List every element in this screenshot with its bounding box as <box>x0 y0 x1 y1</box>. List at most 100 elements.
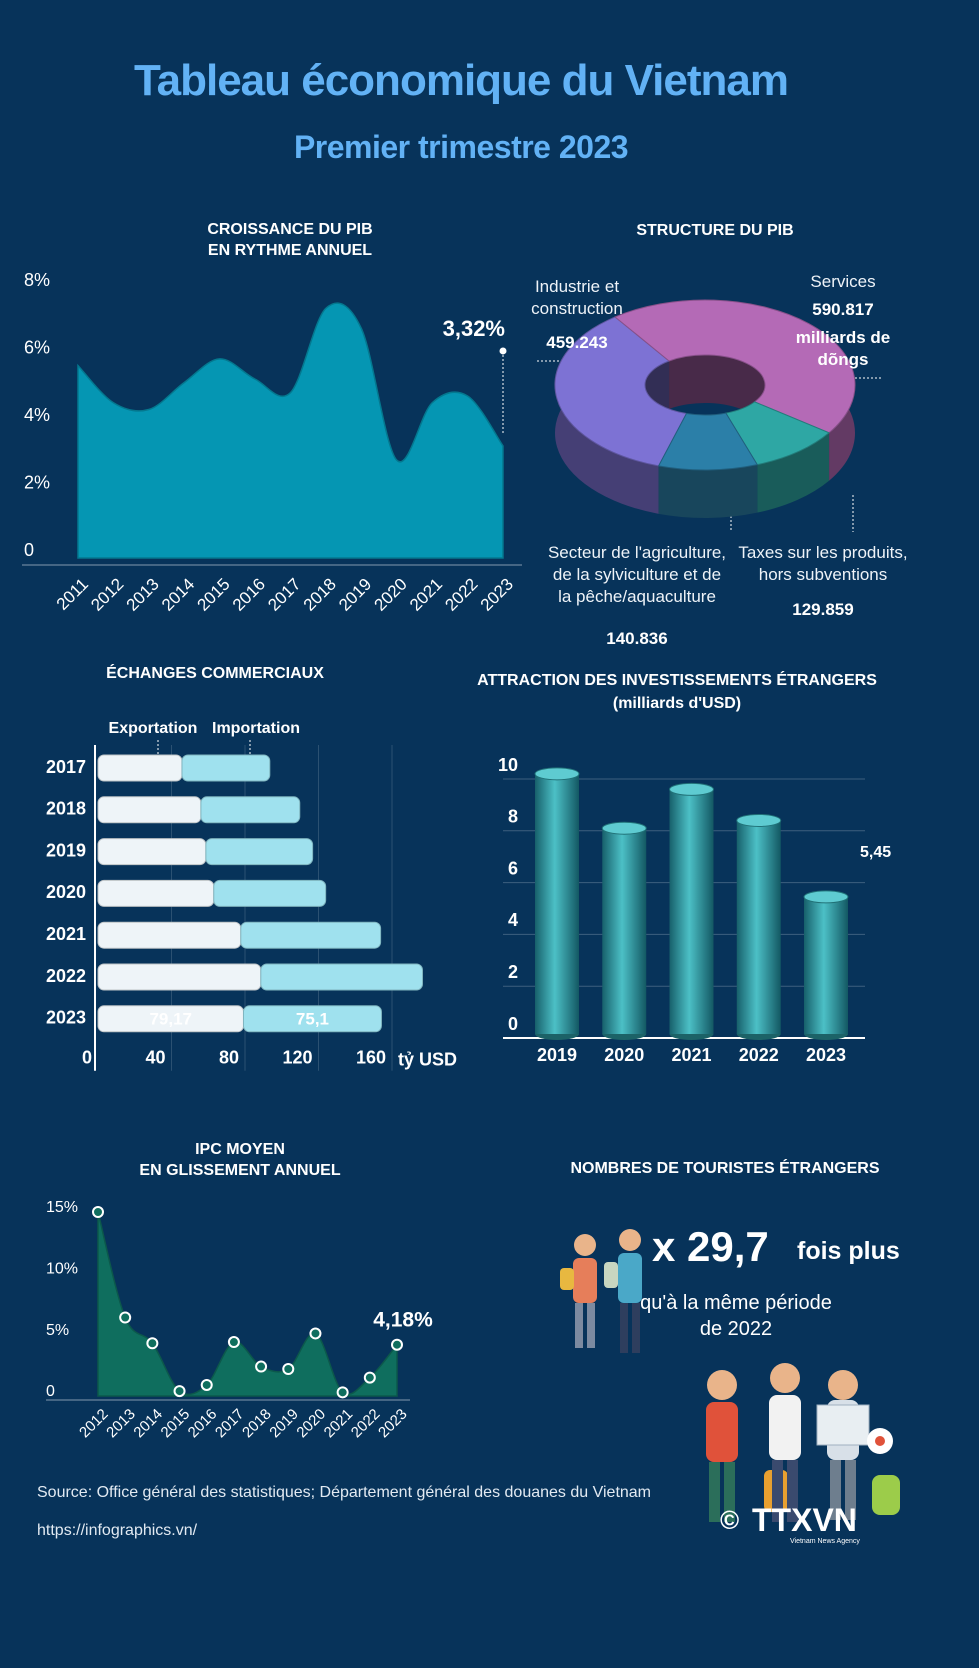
tourism-comparison: qu'à la même période de 2022 <box>640 1292 832 1340</box>
y-tick-label: 2023 <box>46 1008 86 1028</box>
point <box>282 1363 295 1376</box>
y-tick-label: 10% <box>46 1261 78 1278</box>
chart-title: IPC MOYEN EN GLISSEMENT ANNUEL <box>139 1141 341 1179</box>
tourism-multiplier: x 29,7 <box>652 1223 769 1270</box>
y-tick-label: 10 <box>498 755 518 775</box>
logo-tagline: Vietnam News Agency <box>790 1538 860 1545</box>
y-tick-label: 0 <box>24 540 34 560</box>
bar-top <box>803 890 849 904</box>
y-tick-label: 2 <box>508 962 518 982</box>
point <box>92 1206 104 1218</box>
y-tick-label: 0 <box>46 1383 55 1400</box>
segment-value: 129.859 <box>792 600 854 619</box>
x-tick-label: 2021 <box>321 1406 357 1442</box>
x-tick-label: 2015 <box>193 575 233 615</box>
y-tick-label: 6% <box>24 337 50 357</box>
point <box>336 1386 349 1399</box>
main-subtitle: Premier trimestre 2023 <box>293 129 629 165</box>
chart-title: STRUCTURE DU PIB <box>636 222 794 239</box>
chart-title: CROISSANCE DU PIB EN RYTHME ANNUEL <box>207 221 373 259</box>
tourism-suffix: fois plus <box>797 1237 900 1265</box>
x-tick-label: 2011 <box>53 575 92 614</box>
segment-label: Industrie et construction <box>531 277 623 319</box>
main-title: Tableau économique du Vietnam <box>134 56 789 105</box>
segment-value: 459.243 <box>546 333 608 352</box>
unit-label: milliards de dõngs <box>795 328 891 370</box>
point <box>255 1360 268 1373</box>
x-tick-label: 2023 <box>806 1045 846 1065</box>
bar-body <box>804 896 848 1034</box>
x-tick-label: 2012 <box>76 1406 112 1442</box>
y-tick-label: 2020 <box>46 882 86 902</box>
bar-top <box>534 767 580 781</box>
y-tick-label: 2017 <box>46 757 86 777</box>
x-tick-label: 2020 <box>293 1406 329 1442</box>
donut-inner-wall <box>669 354 766 450</box>
x-tick-label: 2019 <box>335 575 375 615</box>
tourist-illustration <box>560 1229 900 1522</box>
x-tick-label: 2012 <box>87 575 127 615</box>
bar-segment <box>97 838 207 866</box>
bar-body <box>669 789 714 1034</box>
chart-title: ÉCHANGES COMMERCIAUX <box>106 665 324 682</box>
chart-subtitle: (milliards d'USD) <box>612 695 742 712</box>
donut-segment <box>554 316 688 467</box>
y-tick-label: 2018 <box>46 799 86 819</box>
x-tick-label: 2014 <box>158 575 198 615</box>
point <box>391 1338 403 1351</box>
bar-top <box>601 821 647 835</box>
x-tick-label: 2019 <box>266 1406 302 1442</box>
point <box>119 1311 132 1324</box>
y-tick-label: 6 <box>508 858 518 878</box>
annotation-dot <box>499 347 507 355</box>
x-tick-label: 2020 <box>371 575 411 615</box>
logo: TTXVN <box>752 1502 857 1538</box>
x-tick-label: 2020 <box>604 1045 644 1065</box>
x-tick-label: 0 <box>82 1048 92 1068</box>
donut-segment <box>657 412 759 471</box>
bar <box>736 813 782 1040</box>
x-tick-label: 2014 <box>130 1406 166 1442</box>
bar-segment <box>200 796 301 824</box>
y-tick-label: 4% <box>24 405 50 425</box>
point <box>173 1385 186 1398</box>
x-tick-label: 120 <box>282 1048 312 1068</box>
copyright: © <box>720 1505 740 1535</box>
y-tick-label: 2022 <box>46 966 86 986</box>
segment-value: 590.817 <box>812 300 874 319</box>
bar-segment <box>97 879 215 907</box>
donut-wall <box>658 464 758 518</box>
bar-body <box>736 820 781 1034</box>
x-tick-label: 2022 <box>441 575 481 615</box>
x-tick-label: 2022 <box>348 1406 384 1442</box>
bar-top <box>736 813 782 827</box>
bar-segment <box>242 1005 382 1033</box>
bar <box>669 782 714 1040</box>
bar-segment <box>97 796 202 824</box>
bar-segment <box>213 879 327 907</box>
x-tick-label: 160 <box>356 1048 386 1068</box>
point <box>146 1337 159 1350</box>
y-tick-label: 15% <box>46 1199 78 1216</box>
x-tick-label: 2013 <box>123 575 163 615</box>
bar-body <box>535 773 579 1034</box>
bar-top <box>669 782 714 796</box>
bar-segment <box>97 754 183 782</box>
point <box>227 1336 240 1349</box>
x-axis-label: tỷ USD <box>398 1050 457 1070</box>
bar-segment <box>97 963 262 991</box>
y-tick-label: 2021 <box>46 924 86 944</box>
x-tick-label: 2013 <box>103 1406 139 1442</box>
y-tick-label: 8 <box>508 807 518 827</box>
segment-label: Services <box>810 272 876 291</box>
x-tick-label: 2023 <box>375 1406 411 1442</box>
bar <box>803 890 849 1040</box>
chart-title: ATTRACTION DES INVESTISSEMENTS ÉTRANGERS <box>477 672 877 689</box>
x-tick-label: 2017 <box>264 575 304 615</box>
x-tick-label: 2018 <box>239 1406 275 1442</box>
x-tick-label: 2015 <box>158 1406 194 1442</box>
x-tick-label: 80 <box>219 1048 239 1068</box>
x-tick-label: 2018 <box>300 575 340 615</box>
